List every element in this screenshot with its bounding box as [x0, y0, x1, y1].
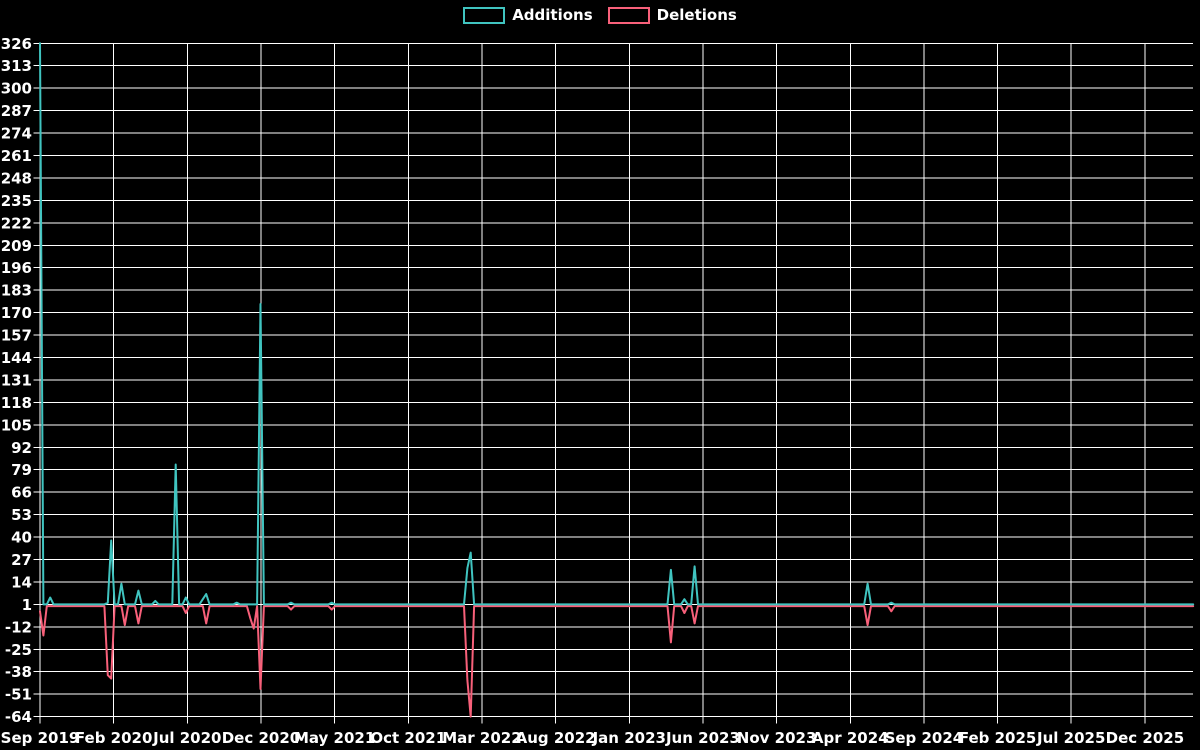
y-tick-label: 196 [1, 259, 32, 277]
x-tick-label: Nov 2023 [737, 729, 817, 747]
y-tick-label: 170 [1, 304, 32, 322]
y-tick-label: 313 [1, 57, 32, 75]
deletions-legend-label: Deletions [656, 6, 737, 24]
y-tick-label: 118 [1, 394, 32, 412]
x-tick-label: Mar 2022 [442, 729, 521, 747]
y-tick-label: 92 [11, 439, 32, 457]
x-tick-label: Feb 2025 [959, 729, 1037, 747]
additions-swatch-icon [463, 7, 506, 24]
x-tick-label: Aug 2022 [516, 729, 596, 747]
x-tick-label: Jul 2025 [1036, 729, 1105, 747]
y-tick-label: -25 [5, 641, 32, 659]
x-tick-label: Oct 2021 [370, 729, 446, 747]
y-tick-label: 222 [1, 214, 32, 232]
y-tick-label: 131 [1, 371, 32, 389]
y-tick-label: 14 [11, 573, 32, 591]
y-tick-label: 66 [11, 484, 32, 502]
x-tick-label: Feb 2020 [75, 729, 153, 747]
y-tick-label: 144 [1, 349, 32, 367]
legend-item-additions: Additions [463, 6, 593, 24]
additions-line [39, 42, 1195, 606]
x-tick-label: Jul 2020 [152, 729, 221, 747]
y-tick-label: -64 [5, 708, 32, 726]
y-tick-label: 209 [1, 237, 32, 255]
x-tick-label: Jan 2023 [592, 729, 666, 747]
x-tick-label: Jun 2023 [665, 729, 740, 747]
y-tick-label: 183 [1, 282, 32, 300]
y-tick-label: 40 [11, 529, 32, 547]
chart-legend: Additions Deletions [0, 7, 1200, 24]
y-tick-label: -51 [5, 686, 32, 704]
x-tick-label: Apr 2024 [812, 729, 889, 747]
y-tick-label: 326 [1, 35, 32, 53]
y-tick-label: 157 [1, 327, 32, 345]
legend-item-deletions: Deletions [607, 6, 737, 24]
y-tick-label: 105 [1, 416, 32, 434]
deletions-line [39, 605, 1195, 718]
y-tick-label: 287 [1, 102, 32, 120]
y-tick-label: 235 [1, 192, 32, 210]
x-tick-label: Sep 2019 [1, 729, 80, 747]
y-tick-label: -38 [5, 663, 32, 681]
y-tick-labels: 326 313 300 287 274 261 248 235 222 209 196 183 170 1… [1, 35, 32, 726]
y-tick-label: 274 [1, 125, 32, 143]
x-tick-label: Sep 2024 [885, 729, 964, 747]
additions-legend-label: Additions [512, 6, 593, 24]
x-tick-label: Dec 2020 [222, 729, 301, 747]
y-tick-label: 53 [11, 506, 32, 524]
x-tick-label: May 2021 [294, 729, 375, 747]
deletions-swatch-icon [607, 7, 650, 24]
x-tick-label: Dec 2025 [1106, 729, 1185, 747]
y-tick-label: 261 [1, 147, 32, 165]
y-tick-label: 27 [11, 551, 32, 569]
y-tick-label: 248 [1, 169, 32, 187]
y-tick-label: 79 [11, 461, 32, 479]
y-tick-label: -12 [5, 618, 32, 636]
y-tick-label: 300 [1, 80, 32, 98]
y-tick-label: 1 [22, 596, 32, 614]
